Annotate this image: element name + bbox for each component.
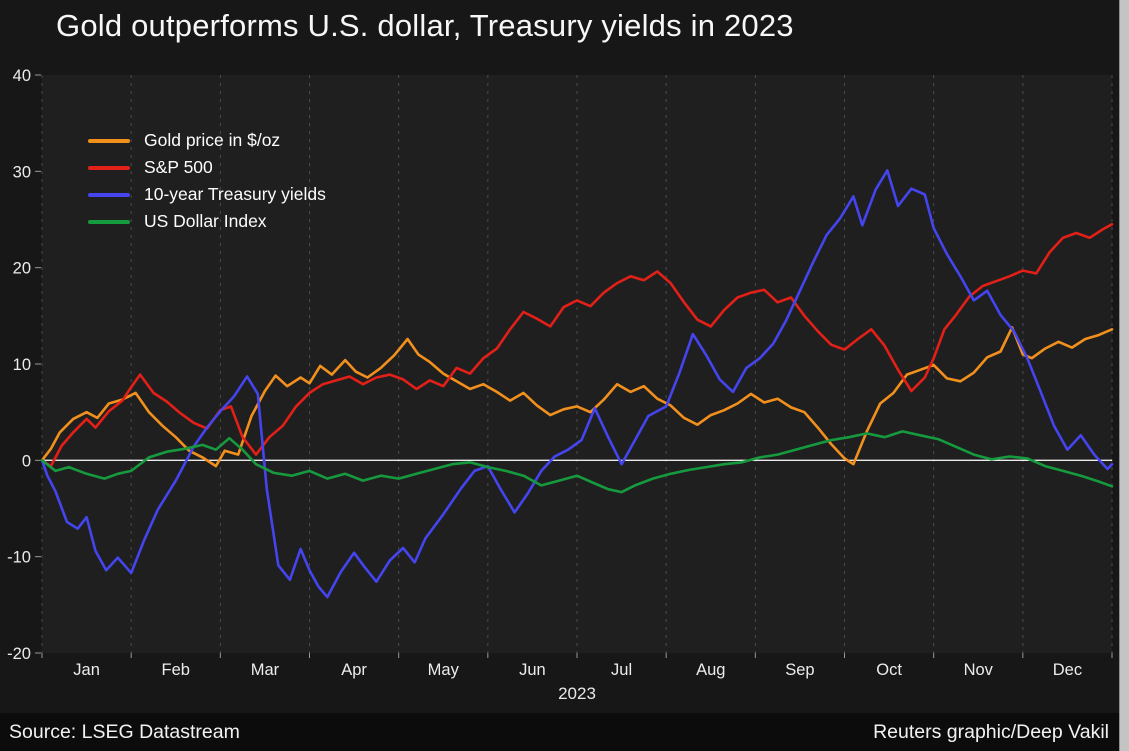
x-tick-label: Feb bbox=[162, 661, 190, 679]
page-title: Gold outperforms U.S. dollar, Treasury y… bbox=[56, 8, 794, 43]
x-tick-label: Jun bbox=[519, 661, 546, 679]
x-tick-label: Jul bbox=[611, 661, 632, 679]
y-tick-label: 20 bbox=[13, 260, 31, 278]
scrollbar[interactable] bbox=[1119, 0, 1129, 751]
series-line-10-year-treasury-yields bbox=[40, 169, 1114, 599]
y-tick-label: -10 bbox=[7, 549, 31, 567]
x-tick-label: Sep bbox=[785, 661, 814, 679]
legend-item-treasury: 10-year Treasury yields bbox=[88, 185, 326, 204]
y-tick-label: 40 bbox=[13, 67, 31, 85]
legend-item-dollar-index: US Dollar Index bbox=[88, 212, 326, 231]
legend-label: US Dollar Index bbox=[144, 211, 267, 231]
x-tick-label: May bbox=[428, 661, 460, 679]
x-tick-label: Dec bbox=[1053, 661, 1082, 679]
x-tick-label: Jan bbox=[73, 661, 100, 679]
y-tick-label: 0 bbox=[22, 452, 31, 470]
legend-swatch-gold bbox=[88, 138, 130, 143]
legend-swatch-treasury bbox=[88, 192, 130, 197]
x-tick-label: Oct bbox=[876, 661, 902, 679]
graphic-credit: Reuters graphic/Deep Vakil bbox=[873, 720, 1109, 743]
footer: Source: LSEG Datastream Reuters graphic/… bbox=[0, 713, 1129, 751]
legend-label: Gold price in $/oz bbox=[144, 130, 281, 150]
x-tick-label: Aug bbox=[696, 661, 725, 679]
x-tick-label: Nov bbox=[964, 661, 994, 679]
x-axis-title: 2023 bbox=[558, 684, 596, 703]
series-line-s-p-500 bbox=[40, 223, 1114, 468]
x-tick-label: Mar bbox=[251, 661, 280, 679]
legend-item-gold: Gold price in $/oz bbox=[88, 131, 326, 150]
y-tick-label: -20 bbox=[7, 645, 31, 663]
legend-swatch-dollar-index bbox=[88, 219, 130, 224]
legend-swatch-sp500 bbox=[88, 165, 130, 170]
y-tick-label: 30 bbox=[13, 163, 31, 181]
x-tick-label: Apr bbox=[341, 661, 367, 679]
y-tick-label: 10 bbox=[13, 356, 31, 374]
legend-label: S&P 500 bbox=[144, 157, 213, 177]
legend-label: 10-year Treasury yields bbox=[144, 184, 326, 204]
source-credit: Source: LSEG Datastream bbox=[9, 720, 240, 743]
series-line-gold-price-in-oz bbox=[40, 326, 1114, 468]
chart-legend: Gold price in $/oz S&P 500 10-year Treas… bbox=[88, 131, 326, 239]
legend-item-sp500: S&P 500 bbox=[88, 158, 326, 177]
series-line-us-dollar-index bbox=[40, 430, 1114, 494]
